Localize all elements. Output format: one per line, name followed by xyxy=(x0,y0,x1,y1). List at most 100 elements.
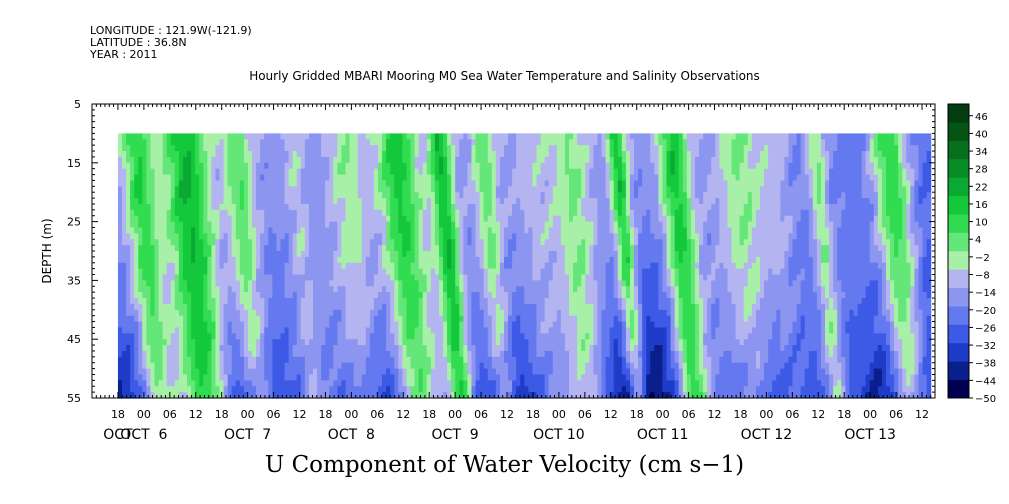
heatmap-cell xyxy=(503,345,509,352)
heatmap-cell xyxy=(260,380,265,387)
heatmap-cell xyxy=(321,321,326,329)
heatmap-cell xyxy=(162,392,168,399)
heatmap-cell xyxy=(166,245,172,252)
heatmap-cell xyxy=(191,286,196,293)
heatmap-cell xyxy=(386,162,391,170)
heatmap-cell xyxy=(512,356,517,364)
heatmap-cell xyxy=(398,362,403,370)
heatmap-cell xyxy=(191,221,196,229)
heatmap-cell xyxy=(142,362,147,370)
heatmap-cell xyxy=(548,262,554,270)
heatmap-cell xyxy=(487,198,493,205)
heatmap-cell xyxy=(491,286,497,293)
heatmap-cell xyxy=(373,239,379,246)
heatmap-cell xyxy=(317,362,322,370)
heatmap-cell xyxy=(495,156,501,164)
heatmap-cell xyxy=(357,221,363,229)
heatmap-cell xyxy=(532,251,538,258)
heatmap-cell xyxy=(548,333,554,340)
heatmap-cell xyxy=(402,174,408,182)
heatmap-cell xyxy=(402,139,408,146)
heatmap-cell xyxy=(398,309,403,317)
heatmap-cell xyxy=(548,339,554,346)
heatmap-cell xyxy=(495,256,501,264)
heatmap-cell xyxy=(268,339,273,346)
heatmap-cell xyxy=(268,245,273,252)
heatmap-cell xyxy=(548,215,554,223)
heatmap-cell xyxy=(564,345,570,352)
heatmap-cell xyxy=(178,145,184,152)
heatmap-cell xyxy=(532,350,538,358)
heatmap-cell xyxy=(333,345,338,352)
heatmap-cell xyxy=(195,221,200,229)
heatmap-cell xyxy=(231,186,237,193)
heatmap-cell xyxy=(463,192,469,199)
heatmap-cell xyxy=(215,356,221,364)
heatmap-cell xyxy=(191,345,196,352)
heatmap-cell xyxy=(512,198,517,205)
heatmap-cell xyxy=(146,151,152,158)
heatmap-cell xyxy=(207,298,212,305)
heatmap-cell xyxy=(556,174,562,182)
heatmap-cell xyxy=(487,374,493,381)
heatmap-cell xyxy=(138,327,143,334)
heatmap-cell xyxy=(422,298,428,305)
heatmap-cell xyxy=(353,162,359,170)
heatmap-cell xyxy=(410,321,416,329)
heatmap-cell xyxy=(365,139,371,146)
heatmap-cell xyxy=(373,162,379,170)
heatmap-cell xyxy=(191,380,196,387)
heatmap-cell xyxy=(166,350,172,358)
heatmap-cell xyxy=(256,198,261,205)
heatmap-cell xyxy=(158,262,164,270)
heatmap-cell xyxy=(491,186,497,193)
heatmap-cell xyxy=(174,356,180,364)
heatmap-cell xyxy=(150,215,156,223)
heatmap-cell xyxy=(300,145,306,152)
heatmap-cell xyxy=(434,215,440,223)
heatmap-cell xyxy=(382,162,387,170)
heatmap-cell xyxy=(520,356,525,364)
heatmap-cell xyxy=(544,186,550,193)
heatmap-cell xyxy=(499,286,505,293)
heatmap-cell xyxy=(117,239,123,246)
heatmap-cell xyxy=(467,233,473,240)
heatmap-cell xyxy=(540,268,546,276)
heatmap-cell xyxy=(150,156,156,164)
heatmap-cell xyxy=(386,345,391,352)
heatmap-cell xyxy=(235,233,241,240)
heatmap-cell xyxy=(300,239,306,246)
heatmap-cell xyxy=(524,168,529,176)
heatmap-cell xyxy=(487,262,493,270)
heatmap-cell xyxy=(264,298,269,305)
heatmap-cell xyxy=(540,133,546,140)
heatmap-cell xyxy=(317,251,322,258)
heatmap-cell xyxy=(560,298,566,305)
heatmap-cell xyxy=(187,268,192,276)
heatmap-cell xyxy=(414,192,420,199)
heatmap-cell xyxy=(308,286,314,293)
heatmap-cell xyxy=(434,156,440,164)
heatmap-cell xyxy=(207,145,212,152)
heatmap-cell xyxy=(479,327,485,334)
heatmap-cell xyxy=(503,133,509,140)
heatmap-cell xyxy=(394,274,399,281)
heatmap-cell xyxy=(325,145,330,152)
heatmap-cell xyxy=(150,368,156,376)
heatmap-cell xyxy=(337,315,343,323)
heatmap-cell xyxy=(443,374,448,381)
heatmap-cell xyxy=(467,262,473,270)
heatmap-cell xyxy=(402,356,408,364)
heatmap-cell xyxy=(406,251,412,258)
heatmap-cell xyxy=(398,262,403,270)
heatmap-cell xyxy=(227,215,233,223)
heatmap-cell xyxy=(122,345,127,352)
heatmap-cell xyxy=(357,180,363,187)
heatmap-cell xyxy=(451,162,456,170)
heatmap-cell xyxy=(414,286,420,293)
heatmap-cell xyxy=(503,350,509,358)
heatmap-cell xyxy=(402,268,408,276)
heatmap-cell xyxy=(398,333,403,340)
heatmap-cell xyxy=(365,215,371,223)
heatmap-cell xyxy=(154,227,160,234)
